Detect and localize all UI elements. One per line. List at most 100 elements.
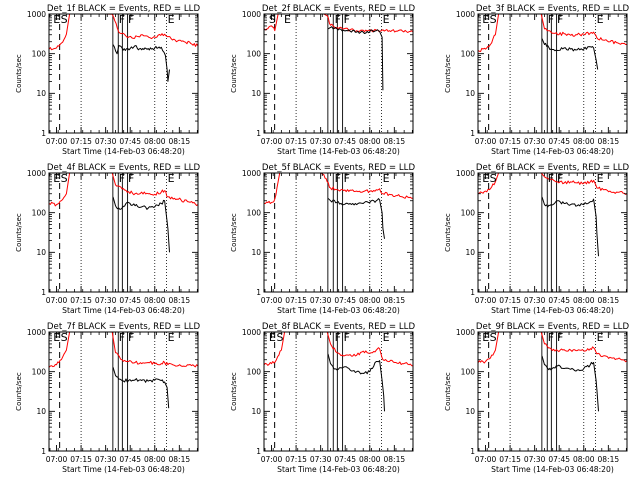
y-axis-label: Counts/sec <box>230 54 238 93</box>
x-axis-label: Start Time (14-Feb-03 06:48:20) <box>491 306 614 315</box>
interval-marker: E <box>597 331 604 344</box>
y-tick-label: 100 <box>461 49 476 58</box>
detector-panel-6: Det_6f BLACK = Events, RED = LLD Counts/s… <box>444 163 629 315</box>
series-group <box>264 332 413 412</box>
series-group <box>478 173 627 257</box>
interval-marker: F <box>557 13 563 26</box>
y-tick-label: 1 <box>256 288 261 297</box>
x-tick-label: 08:15 <box>598 455 620 464</box>
x-tick-label: 07:15 <box>285 296 307 305</box>
y-tick-label: 1000 <box>242 169 261 178</box>
y-tick-label: 10 <box>251 89 261 98</box>
guide-lines <box>274 173 382 292</box>
guide-lines <box>274 14 382 133</box>
interval-marker: F <box>557 331 563 344</box>
detector-panel-1: Det_1f BLACK = Events, RED = LLD Counts/s… <box>15 4 200 156</box>
x-tick-label: 07:30 <box>95 296 117 305</box>
x-tick-label: 07:00 <box>46 296 68 305</box>
lld-series-line <box>49 173 198 207</box>
detector-panel-3: Det_3f BLACK = Events, RED = LLD Counts/s… <box>444 4 629 156</box>
x-axis-label: Start Time (14-Feb-03 06:48:20) <box>277 465 400 474</box>
detector-panel-4: Det_4f BLACK = Events, RED = LLD Counts/s… <box>15 163 200 315</box>
y-tick-label: 1000 <box>242 328 261 337</box>
x-tick-label: 07:45 <box>334 296 356 305</box>
interval-marker: F <box>557 172 563 185</box>
y-axis-label: Counts/sec <box>15 54 23 93</box>
interval-marker: S <box>61 331 68 344</box>
y-tick-label: 1 <box>256 447 261 456</box>
interval-marker: F <box>344 13 350 26</box>
x-tick-label: 07:45 <box>119 296 141 305</box>
y-tick-label: 1000 <box>456 328 475 337</box>
interval-marker: F <box>128 13 134 26</box>
x-tick-label: 08:15 <box>384 455 406 464</box>
series-group <box>49 14 198 82</box>
y-tick-label: 10 <box>465 248 475 257</box>
y-tick-label: 1 <box>41 288 46 297</box>
y-axis-label: Counts/sec <box>15 213 23 252</box>
x-tick-label: 08:15 <box>169 137 191 146</box>
y-tick-label: 100 <box>461 208 476 217</box>
y-tick-label: 1000 <box>456 10 475 19</box>
x-tick-label: 08:00 <box>144 455 166 464</box>
x-tick-label: 08:15 <box>169 455 191 464</box>
guide-lines <box>488 332 596 451</box>
lld-series-line <box>49 14 198 51</box>
x-axis-label: Start Time (14-Feb-03 06:48:20) <box>277 306 400 315</box>
interval-marker: F <box>548 172 554 185</box>
x-axis-label: Start Time (14-Feb-03 06:48:20) <box>491 147 614 156</box>
interval-marker: F <box>344 331 350 344</box>
series-group <box>49 173 198 253</box>
x-tick-label: 07:00 <box>475 137 497 146</box>
y-tick-label: 1 <box>470 129 475 138</box>
y-tick-label: 100 <box>247 208 262 217</box>
x-tick-label: 07:30 <box>95 455 117 464</box>
series-group <box>478 332 627 412</box>
x-axis-label: Start Time (14-Feb-03 06:48:20) <box>62 306 185 315</box>
y-axis-label: Counts/sec <box>15 372 23 411</box>
y-tick-label: 10 <box>251 407 261 416</box>
x-tick-label: 07:30 <box>95 137 117 146</box>
interval-marker: F <box>335 13 341 26</box>
x-axis-label: Start Time (14-Feb-03 06:48:20) <box>62 465 185 474</box>
x-tick-label: 07:15 <box>499 137 521 146</box>
guide-lines <box>488 14 596 133</box>
detector-panel-8: Det_8f BLACK = Events, RED = LLD Counts/s… <box>230 322 415 474</box>
events-series-line <box>327 26 384 91</box>
events-series-line <box>541 196 599 257</box>
x-tick-label: 08:15 <box>169 296 191 305</box>
x-tick-label: 08:15 <box>384 296 406 305</box>
x-tick-label: 07:15 <box>285 137 307 146</box>
y-tick-label: 100 <box>32 49 47 58</box>
x-tick-label: 08:15 <box>384 137 406 146</box>
series-group <box>478 14 627 70</box>
y-tick-label: 10 <box>36 89 46 98</box>
y-tick-label: 1 <box>41 447 46 456</box>
lld-series-line <box>264 173 413 204</box>
x-tick-label: 08:00 <box>573 455 595 464</box>
interval-marker: S <box>490 172 497 185</box>
interval-marker: F <box>335 331 341 344</box>
lld-series-line <box>264 332 413 367</box>
guide-lines <box>59 14 167 133</box>
y-tick-label: 10 <box>465 407 475 416</box>
x-tick-label: 07:45 <box>548 296 570 305</box>
interval-marker: S <box>61 172 68 185</box>
guide-lines <box>59 173 167 292</box>
y-axis-label: Counts/sec <box>230 213 238 252</box>
detector-panel-5: Det_5f BLACK = Events, RED = LLD Counts/s… <box>230 163 415 315</box>
interval-marker: F <box>119 172 125 185</box>
x-tick-label: 07:45 <box>548 137 570 146</box>
x-tick-label: 07:45 <box>119 455 141 464</box>
events-series-line <box>112 44 170 82</box>
x-tick-label: 07:30 <box>310 455 332 464</box>
y-tick-label: 1 <box>256 129 261 138</box>
y-tick-label: 1000 <box>456 169 475 178</box>
panel-title: Det_7f BLACK = Events, RED = LLD <box>47 322 201 332</box>
series-group <box>49 332 198 409</box>
y-axis-label: Counts/sec <box>444 54 452 93</box>
events-series-line <box>327 197 385 239</box>
x-tick-label: 07:30 <box>524 296 546 305</box>
detector-panel-9: Det_9f BLACK = Events, RED = LLD Counts/s… <box>444 322 629 474</box>
panel-title: Det_1f BLACK = Events, RED = LLD <box>47 4 201 14</box>
